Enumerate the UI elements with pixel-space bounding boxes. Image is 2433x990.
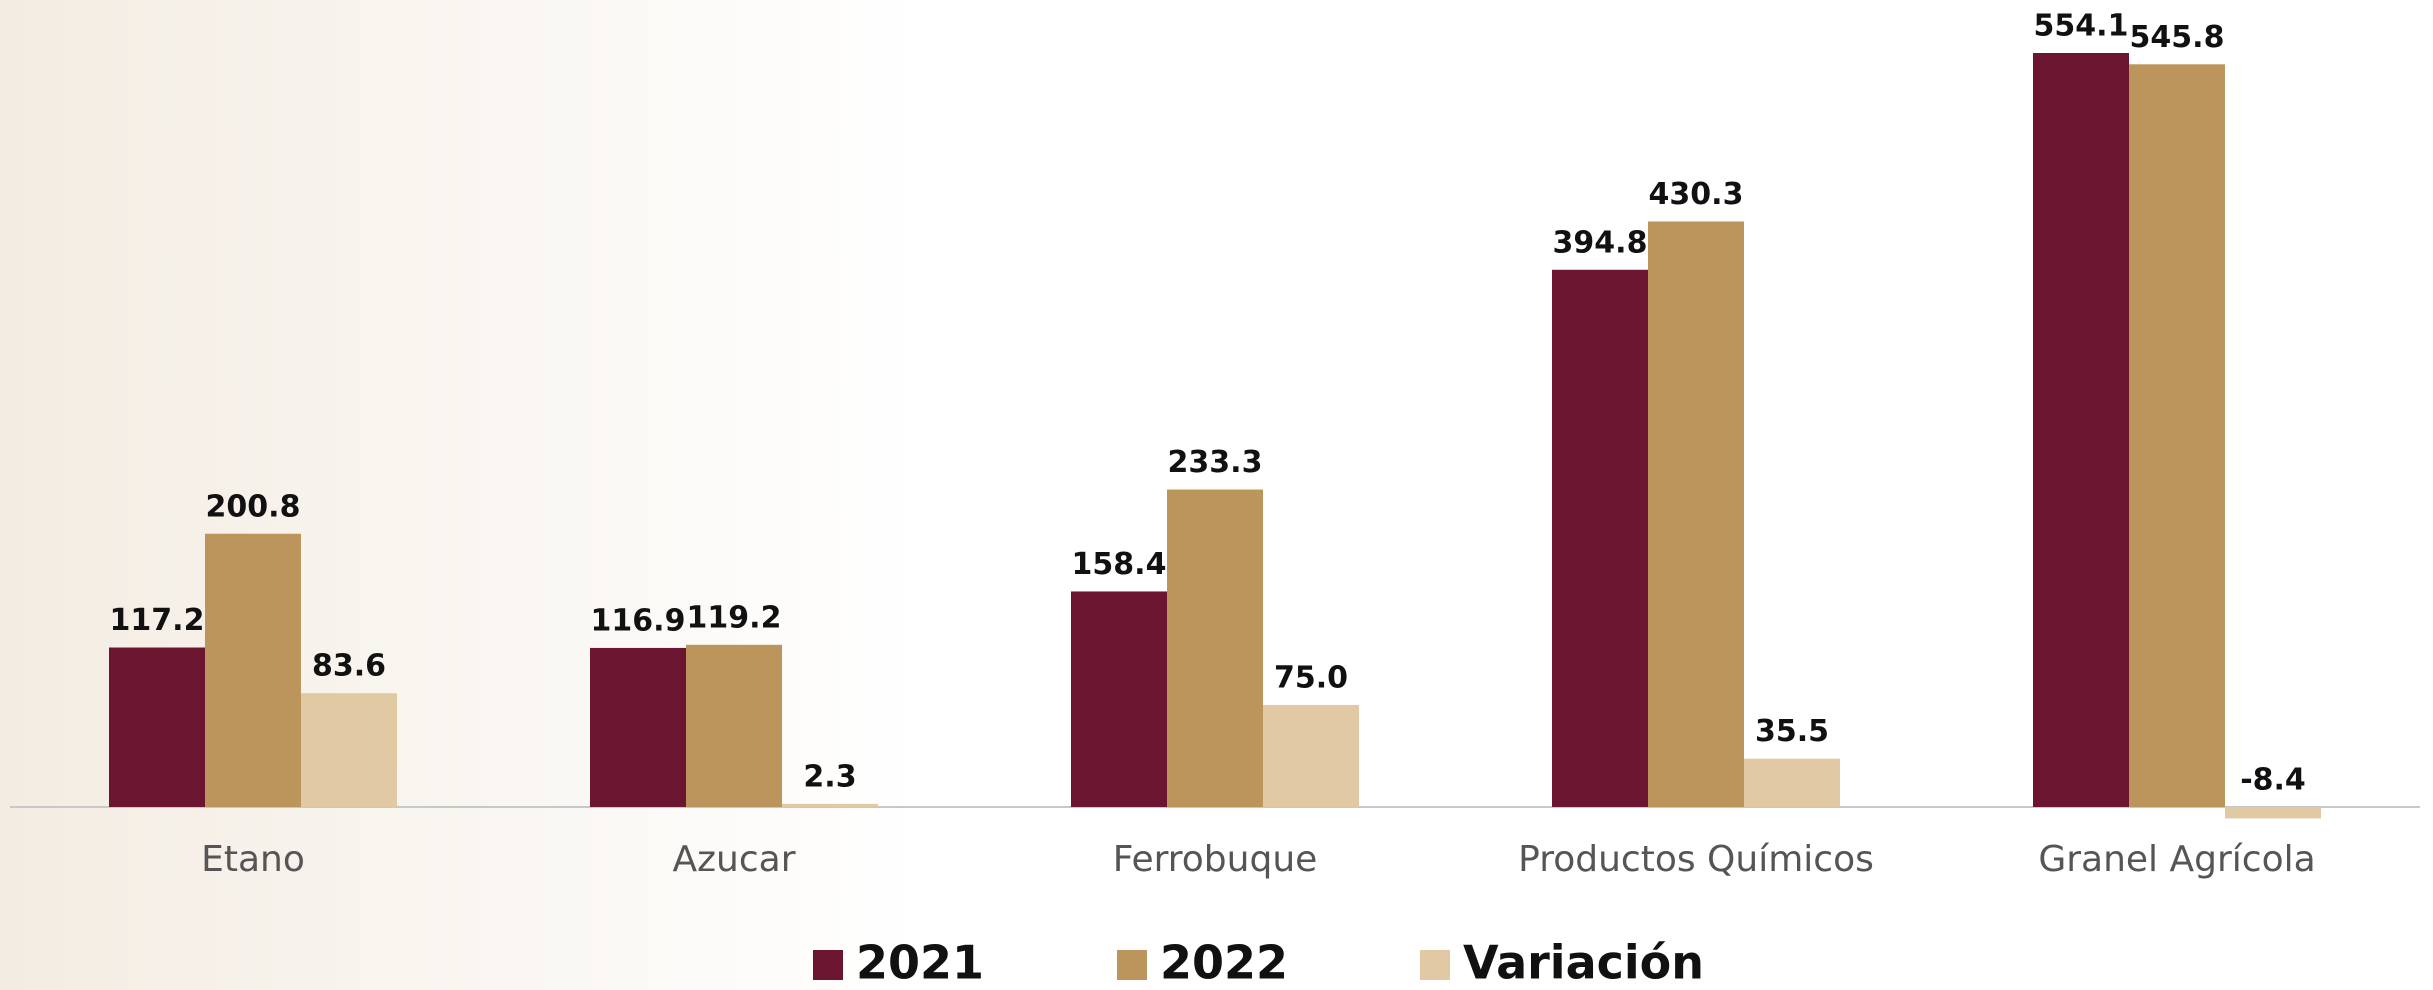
value-label: 83.6 — [312, 649, 386, 684]
value-label: -8.4 — [2240, 763, 2306, 798]
background-pattern — [0, 0, 920, 990]
bar — [782, 803, 878, 807]
value-label: 158.4 — [1072, 547, 1167, 582]
legend-label: 2022 — [1160, 936, 1288, 990]
bar — [301, 693, 397, 807]
legend-swatch — [813, 950, 843, 980]
value-label: 116.9 — [591, 603, 686, 638]
x-tick-label: Ferrobuque — [1113, 839, 1318, 880]
bar — [1167, 489, 1263, 807]
legend-swatch — [1117, 950, 1147, 980]
bar — [1744, 758, 1840, 807]
bar — [1552, 269, 1648, 807]
bar — [686, 644, 782, 807]
x-tick-label: Productos Químicos — [1518, 839, 1874, 880]
value-label: 117.2 — [110, 603, 205, 638]
value-label: 430.3 — [1649, 177, 1744, 212]
value-label: 35.5 — [1755, 714, 1829, 749]
value-label: 75.0 — [1274, 660, 1348, 695]
bar — [205, 533, 301, 807]
x-tick-label: Azucar — [673, 839, 796, 880]
value-label: 200.8 — [206, 489, 301, 524]
bar — [1648, 221, 1744, 807]
bar — [1263, 704, 1359, 807]
bar — [1071, 591, 1167, 807]
value-label: 2.3 — [803, 759, 856, 794]
legend-label: Variación — [1463, 936, 1704, 990]
bar — [2129, 64, 2225, 807]
value-label: 554.1 — [2034, 9, 2129, 44]
bar — [2225, 807, 2321, 819]
x-tick-label: Granel Agrícola — [2038, 839, 2315, 880]
value-label: 119.2 — [687, 600, 782, 635]
x-tick-label: Etano — [201, 839, 305, 880]
bar — [590, 647, 686, 807]
value-label: 233.3 — [1168, 445, 1263, 480]
value-label: 545.8 — [2130, 20, 2225, 55]
bar — [2033, 53, 2129, 807]
legend-swatch — [1420, 950, 1450, 980]
bar — [109, 647, 205, 807]
legend-label: 2021 — [856, 936, 984, 990]
value-label: 394.8 — [1553, 225, 1648, 260]
